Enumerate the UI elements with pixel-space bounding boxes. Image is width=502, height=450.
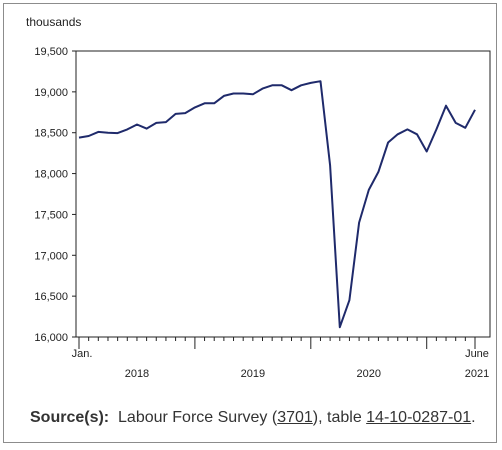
plot-area-border — [75, 50, 491, 338]
y-tick-label: 19,000 — [34, 87, 68, 99]
source-label: Source(s): — [30, 409, 110, 426]
y-tick-label: 17,500 — [34, 209, 68, 221]
y-unit-label: thousands — [26, 15, 82, 29]
x-end-label: June — [465, 348, 489, 360]
chart-frame: 16,000 16,500 17,000 17,500 18,000 18,500 19,0… — [3, 3, 497, 443]
source-text-end: . — [471, 409, 476, 426]
y-tick-label: 16,500 — [34, 291, 68, 303]
x-year-label: 2021 — [465, 368, 489, 380]
y-tick-label: 17,000 — [34, 250, 68, 262]
source-text-mid: ), table — [312, 409, 367, 426]
x-year-label: 2019 — [241, 368, 265, 380]
x-year-label: 2020 — [357, 368, 381, 380]
survey-link[interactable]: 3701 — [277, 409, 313, 426]
source-line: Source(s): Labour Force Survey (3701), t… — [30, 409, 476, 427]
table-link[interactable]: 14-10-0287-01 — [366, 409, 472, 426]
x-start-label: Jan. — [72, 348, 93, 360]
y-tick-label: 19,500 — [34, 46, 68, 58]
y-tick-label: 18,000 — [34, 169, 68, 181]
x-year-label: 2018 — [125, 368, 149, 380]
y-tick-label: 16,000 — [34, 332, 68, 344]
y-tick-label: 18,500 — [34, 128, 68, 140]
chart-svg: 16,000 16,500 17,000 17,500 18,000 18,500 19,0… — [34, 46, 491, 380]
series-line — [78, 80, 476, 329]
source-text-before: Labour Force Survey ( — [118, 409, 278, 426]
